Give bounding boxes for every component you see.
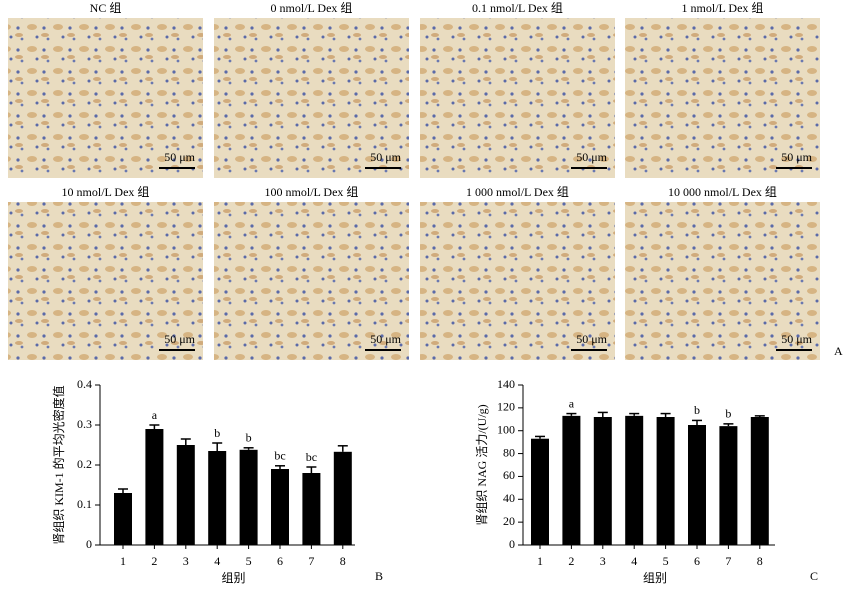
significance-label: b xyxy=(246,431,252,445)
x-tick-label: 8 xyxy=(757,554,763,568)
significance-label: bc xyxy=(274,449,285,463)
micrograph xyxy=(625,202,820,360)
scale-bar-label: 50 μm xyxy=(781,332,812,346)
bar xyxy=(625,415,644,545)
image-title: 10 000 nmol/L Dex 组 xyxy=(668,185,777,199)
micrograph xyxy=(214,202,409,360)
x-tick-label: 5 xyxy=(246,554,252,568)
micrograph xyxy=(214,18,409,178)
bar xyxy=(719,426,738,545)
y-tick-label: 0.4 xyxy=(77,377,92,391)
x-tick-label: 3 xyxy=(183,554,189,568)
bar xyxy=(271,469,289,545)
x-axis-label: 组别 xyxy=(643,571,667,585)
bar xyxy=(750,417,769,545)
y-tick-label: 0.3 xyxy=(77,417,92,431)
micrograph xyxy=(8,18,203,178)
panel-label: B xyxy=(375,569,383,583)
significance-label: b xyxy=(214,426,220,440)
image-title: 1 nmol/L Dex 组 xyxy=(682,1,764,15)
image-title: 100 nmol/L Dex 组 xyxy=(265,185,359,199)
micrograph xyxy=(420,202,615,360)
bar xyxy=(593,417,612,545)
x-tick-label: 6 xyxy=(277,554,283,568)
bar xyxy=(302,473,321,545)
significance-label: b xyxy=(725,407,731,421)
scale-bar-label: 50 μm xyxy=(164,332,195,346)
y-tick-label: 120 xyxy=(497,400,515,414)
x-tick-label: 3 xyxy=(600,554,606,568)
scale-bar-label: 50 μm xyxy=(781,150,812,164)
bar xyxy=(145,429,164,545)
micrograph xyxy=(625,18,820,178)
x-tick-label: 1 xyxy=(537,554,543,568)
image-title: 1 000 nmol/L Dex 组 xyxy=(466,185,569,199)
scale-bar-label: 50 μm xyxy=(576,150,607,164)
bar xyxy=(562,415,581,545)
bar xyxy=(333,451,352,545)
x-tick-label: 4 xyxy=(631,554,637,568)
y-tick-label: 0 xyxy=(509,537,515,551)
micrograph xyxy=(8,202,203,360)
x-tick-label: 7 xyxy=(308,554,314,568)
micrograph xyxy=(420,18,615,178)
scale-bar-label: 50 μm xyxy=(576,332,607,346)
panel-label: A xyxy=(834,344,843,358)
bar xyxy=(114,493,132,545)
scale-bar-label: 50 μm xyxy=(370,150,401,164)
x-tick-label: 5 xyxy=(663,554,669,568)
image-title: 0.1 nmol/L Dex 组 xyxy=(472,1,563,15)
bar xyxy=(208,451,227,545)
bar xyxy=(239,449,258,545)
bar xyxy=(688,425,706,545)
y-tick-label: 100 xyxy=(497,422,515,436)
bar xyxy=(176,445,195,545)
y-tick-label: 20 xyxy=(503,514,515,528)
image-title: 0 nmol/L Dex 组 xyxy=(271,1,353,15)
x-tick-label: 7 xyxy=(725,554,731,568)
panel-label: C xyxy=(810,569,818,583)
y-tick-label: 140 xyxy=(497,377,515,391)
scale-bar-label: 50 μm xyxy=(164,150,195,164)
y-axis-label: 肾组织 KIM-1 的平均光密度值 xyxy=(51,385,66,544)
image-title: NC 组 xyxy=(90,1,122,15)
x-tick-label: 4 xyxy=(214,554,220,568)
significance-label: a xyxy=(569,396,575,410)
y-axis-label: 肾组织 NAG 活力/(U/g) xyxy=(475,404,489,525)
y-tick-label: 0 xyxy=(86,537,92,551)
significance-label: b xyxy=(694,403,700,417)
y-tick-label: 60 xyxy=(503,468,515,482)
significance-label: a xyxy=(152,408,158,422)
x-axis-label: 组别 xyxy=(221,571,245,585)
bar xyxy=(656,417,675,545)
x-tick-label: 2 xyxy=(568,554,574,568)
bar xyxy=(531,438,549,545)
y-tick-label: 0.2 xyxy=(77,457,92,471)
x-tick-label: 8 xyxy=(340,554,346,568)
y-tick-label: 40 xyxy=(503,491,515,505)
y-tick-label: 80 xyxy=(503,445,515,459)
x-tick-label: 2 xyxy=(151,554,157,568)
x-tick-label: 1 xyxy=(120,554,126,568)
significance-label: bc xyxy=(306,450,317,464)
scale-bar-label: 50 μm xyxy=(370,332,401,346)
image-title: 10 nmol/L Dex 组 xyxy=(62,185,150,199)
x-tick-label: 6 xyxy=(694,554,700,568)
y-tick-label: 0.1 xyxy=(77,497,92,511)
